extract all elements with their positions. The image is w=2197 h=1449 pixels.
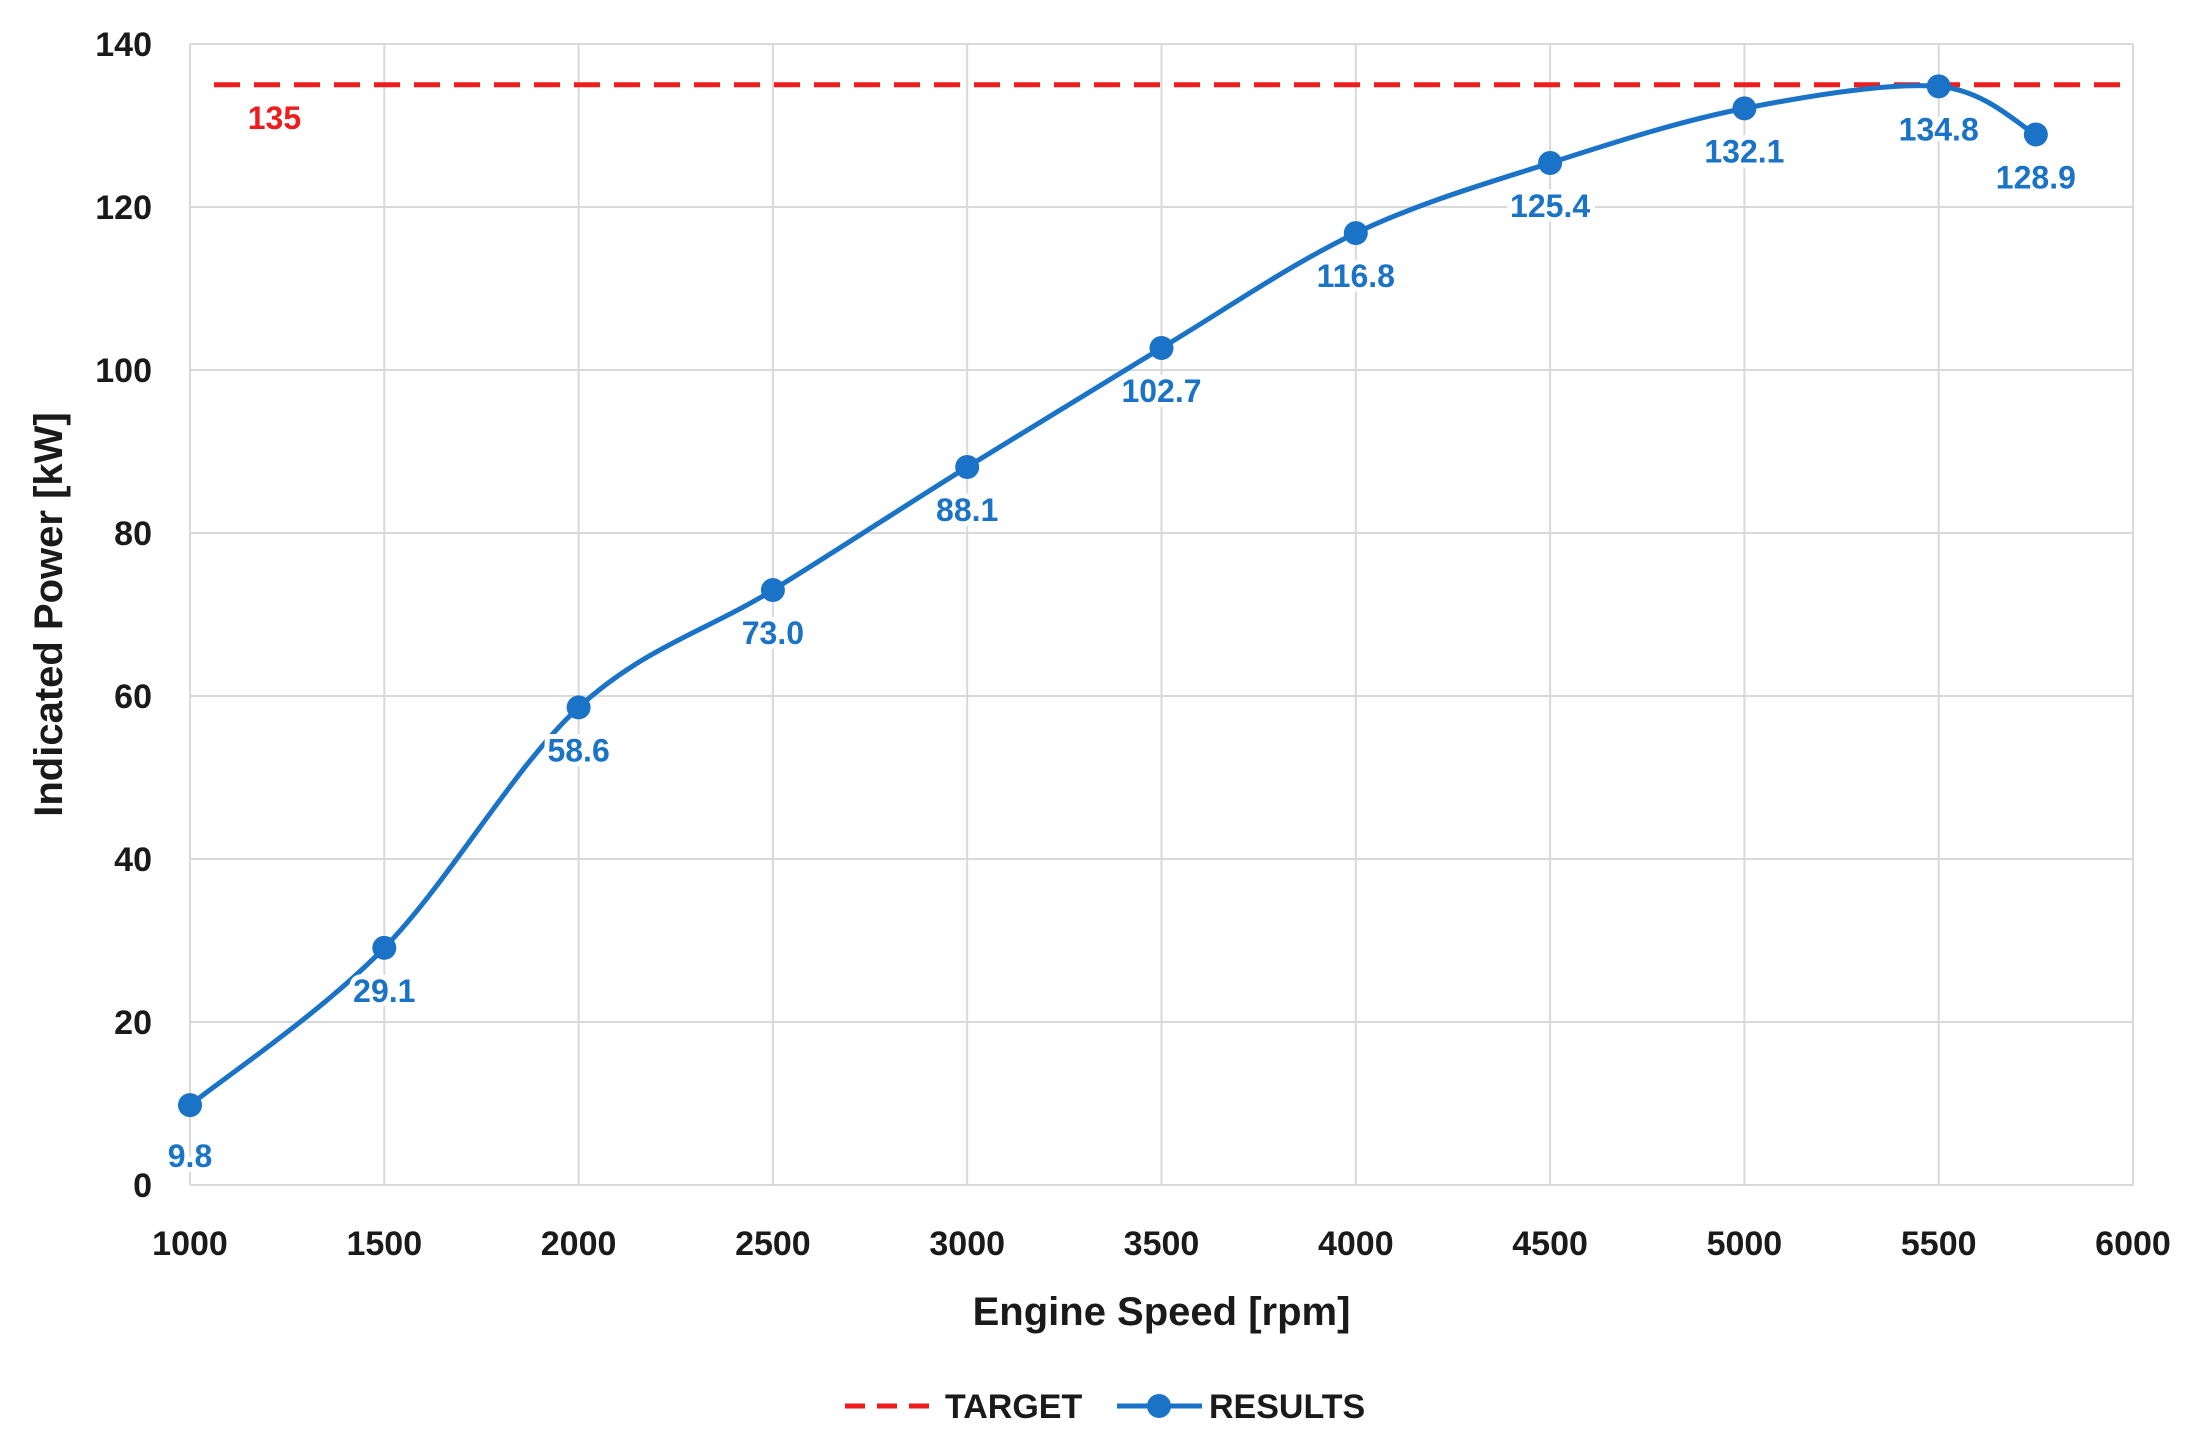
- legend-results-label: RESULTS: [1209, 1388, 1365, 1426]
- results-data-label: 102.7: [1121, 373, 1201, 409]
- y-tick-label: 0: [133, 1167, 152, 1205]
- x-tick-label: 3500: [1124, 1225, 1200, 1263]
- results-point: [955, 454, 980, 479]
- results-data-label: 9.8: [168, 1138, 212, 1174]
- y-tick-label: 120: [95, 189, 152, 227]
- results-data-label: 132.1: [1704, 133, 1784, 169]
- results-point: [178, 1093, 202, 1118]
- x-axis-title: Engine Speed [rpm]: [973, 1290, 1351, 1334]
- results-line: [188, 83, 2038, 1108]
- results-point: [372, 935, 397, 960]
- y-tick-label: 100: [95, 352, 152, 390]
- data-labels: 135 9.8 29.1 58.6 73.0 88.1 102.7 116.8 125.4 132…: [163, 100, 2081, 1179]
- x-tick-label: 2500: [735, 1225, 811, 1263]
- series: [178, 74, 2133, 1118]
- legend-target-label: TARGET: [945, 1388, 1082, 1426]
- results-data-label: 125.4: [1510, 188, 1590, 224]
- x-tick-label: 3000: [929, 1225, 1005, 1263]
- x-tick-label: 1000: [152, 1225, 228, 1263]
- x-tick-label: 4000: [1318, 1225, 1394, 1263]
- results-data-label: 73.0: [742, 615, 804, 651]
- results-data-label: 128.9: [1996, 159, 2076, 195]
- y-tick-label: 60: [114, 678, 152, 716]
- legend-results-marker: [1147, 1394, 1171, 1418]
- grid: [189, 43, 2134, 1186]
- y-tick-label: 80: [114, 515, 152, 553]
- results-point: [1926, 74, 1951, 99]
- x-tick-label: 6000: [2095, 1225, 2171, 1263]
- y-axis-title: Indicated Power [kW]: [27, 412, 71, 817]
- target-value-label: 135: [248, 100, 301, 136]
- results-point: [1538, 150, 1563, 175]
- x-tick-label: 2000: [541, 1225, 617, 1263]
- axes: 0 20 40 60 80 100 120 140 1000 1500 2000 2500 3000 35…: [27, 26, 2171, 1334]
- results-data-label: 58.6: [547, 732, 609, 768]
- results-point: [1149, 335, 1174, 360]
- y-tick-label: 140: [95, 26, 152, 64]
- x-tick-label: 5000: [1707, 1225, 1783, 1263]
- x-tick-label: 5500: [1901, 1225, 1977, 1263]
- legend: TARGET RESULTS: [845, 1388, 1365, 1426]
- y-tick-label: 40: [114, 841, 152, 879]
- results-data-label: 134.8: [1899, 111, 1979, 147]
- results-point: [2023, 122, 2048, 147]
- results-point: [760, 578, 785, 603]
- results-point: [566, 695, 591, 720]
- results-data-label: 29.1: [353, 973, 415, 1009]
- x-tick-label: 4500: [1512, 1225, 1588, 1263]
- results-point: [1343, 221, 1368, 246]
- x-tick-label: 1500: [346, 1225, 422, 1263]
- results-data-label: 116.8: [1317, 258, 1395, 294]
- y-tick-label: 20: [114, 1004, 152, 1042]
- results-point: [1732, 96, 1757, 121]
- results-data-label: 88.1: [936, 492, 998, 528]
